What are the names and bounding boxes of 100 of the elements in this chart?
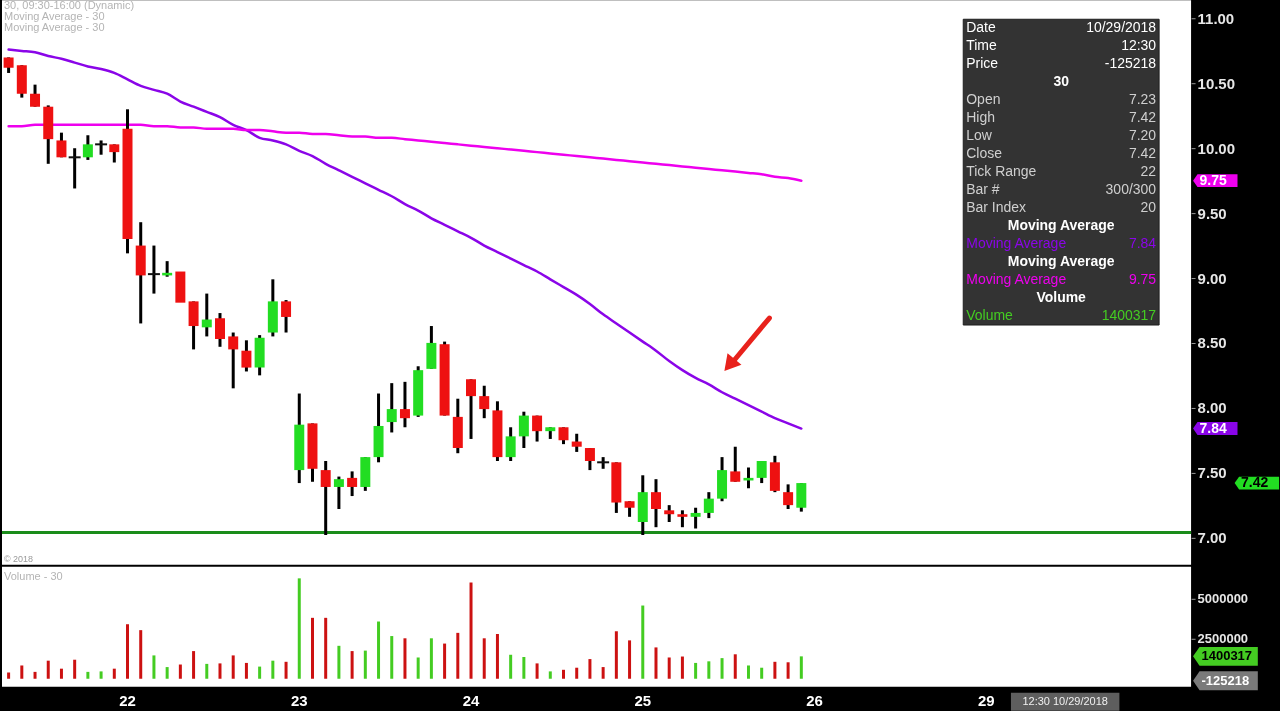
bar [271, 660, 275, 679]
bar [707, 661, 711, 679]
annotation: 7.23 [1128, 91, 1157, 108]
bar [310, 617, 314, 679]
bar [429, 638, 433, 679]
y-tick-label: 5000000 [1197, 591, 1249, 607]
bar [614, 631, 618, 679]
x-tick-label: 24 [462, 692, 481, 710]
annotation: Moving Average [966, 271, 1067, 288]
bar [416, 657, 420, 679]
line-series [7, 123, 803, 182]
candlestick [399, 380, 410, 428]
annotation: 1400317 [1101, 307, 1157, 324]
bar [469, 582, 473, 679]
bar [535, 663, 539, 679]
annotation: 10/29/2018 [1086, 19, 1157, 36]
bar [786, 662, 790, 679]
bar [482, 638, 486, 679]
bar [733, 654, 737, 679]
candlestick [386, 383, 397, 433]
bar [403, 638, 407, 679]
y-tick-label: 9.00 [1197, 269, 1227, 287]
text: 7.84 [1199, 419, 1227, 436]
annotation: Price [966, 55, 999, 72]
bar [443, 643, 447, 679]
annotation: 12:30 [1121, 37, 1157, 54]
bar [258, 666, 262, 679]
text: 1400317 [1201, 648, 1253, 664]
annotation: 7.20 [1128, 127, 1157, 144]
bar [495, 633, 499, 679]
candlestick [518, 411, 529, 449]
bar [548, 671, 552, 679]
bar [575, 667, 579, 679]
x-tick-label: 29 [977, 692, 995, 710]
candlestick [241, 340, 252, 372]
bar [522, 657, 526, 679]
annotation: High [966, 109, 995, 126]
annotation: 9.75 [1128, 271, 1157, 288]
y-tick-label: 2500000 [1197, 631, 1249, 647]
y-tick-label: 9.50 [1197, 204, 1227, 222]
bar [667, 657, 671, 679]
bar [641, 605, 645, 679]
y-tick-label: 8.50 [1197, 334, 1227, 352]
candlestick [95, 140, 108, 155]
annotation: Volume - 30 [4, 569, 63, 582]
candlestick [703, 492, 714, 520]
text: 7.42 [1241, 474, 1269, 491]
candlestick [109, 144, 120, 163]
bar [218, 663, 222, 679]
bar [456, 632, 460, 679]
bar [7, 672, 11, 679]
bar [746, 665, 750, 679]
bar [588, 659, 592, 679]
bar [799, 656, 803, 679]
annotation: Moving Average [1007, 217, 1115, 234]
annotation: Moving Average - 30 [4, 21, 105, 34]
candlestick [201, 293, 212, 337]
candlestick [333, 476, 344, 510]
y-tick-label: 8.00 [1197, 399, 1227, 417]
annotation: Open [966, 91, 1001, 108]
bar [73, 659, 77, 679]
candlestick [320, 461, 331, 535]
annotation: 7.84 [1128, 235, 1157, 252]
bar [628, 640, 632, 679]
bar [377, 621, 381, 679]
x-tick-label: 23 [290, 692, 308, 710]
bar [205, 663, 209, 679]
x-tick-label: 25 [634, 692, 652, 710]
annotation: Moving Average [1007, 253, 1115, 270]
annotation: Date [966, 19, 996, 36]
annotation: Tick Range [966, 163, 1037, 180]
annotation: 20 [1140, 199, 1157, 216]
y-tick-label: 10.50 [1197, 74, 1236, 92]
bar [297, 578, 301, 679]
annotation: Time [966, 37, 997, 54]
bar [46, 660, 50, 679]
bar [390, 636, 394, 679]
text: 12:30 10/29/2018 [1022, 694, 1108, 707]
bar [165, 667, 169, 679]
y-tick-label: 11.00 [1197, 9, 1235, 27]
bar [59, 668, 63, 679]
candlestick [56, 132, 67, 158]
bar [773, 661, 777, 679]
candlestick [571, 433, 582, 452]
annotation: Moving Average - 30 [4, 10, 105, 23]
bar [284, 661, 288, 679]
candlestick [690, 507, 701, 529]
annotation: -125218 [1104, 55, 1157, 72]
annotation: 300/300 [1105, 181, 1157, 198]
bar [509, 654, 513, 679]
annotation: Bar Index [966, 199, 1027, 216]
bar [337, 645, 341, 679]
candlestick [479, 385, 490, 420]
y-tick-label: 7.00 [1197, 529, 1227, 547]
bar [363, 650, 367, 679]
annotation: Volume [1036, 289, 1087, 306]
y-tick-label: 7.50 [1197, 464, 1227, 482]
bar [654, 647, 658, 679]
bar [601, 667, 605, 679]
bar [324, 617, 328, 679]
